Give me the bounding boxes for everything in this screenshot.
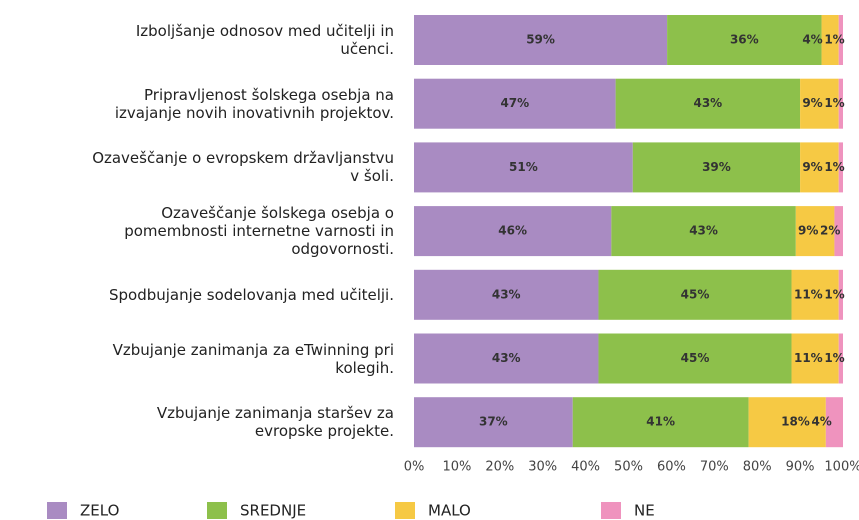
bar-segment — [791, 333, 839, 384]
data-label: 2% — [820, 224, 840, 238]
bar-segment — [598, 333, 792, 384]
bar-segment — [572, 397, 749, 448]
data-label: 1% — [824, 160, 844, 174]
bar-segment — [667, 15, 822, 65]
bar-segment — [838, 333, 843, 384]
bar-segment — [748, 397, 826, 448]
category-label: Vzbujanje zanimanja za eTwinning pri kol… — [112, 340, 394, 377]
bar-segment — [632, 142, 801, 193]
category-label: Spodbujanje sodelovanja med učitelji. — [108, 285, 394, 304]
bar-segment — [615, 78, 801, 129]
bar-segment — [825, 397, 843, 448]
legend-label: MALO — [428, 502, 471, 520]
bar-segment — [800, 142, 839, 193]
data-label: 36% — [730, 33, 759, 47]
bar-segment — [838, 142, 843, 193]
data-label: 47% — [500, 96, 529, 110]
x-tick-label: 20% — [485, 460, 514, 475]
bar-segment — [791, 269, 839, 320]
legend-swatch — [601, 502, 621, 519]
data-label: 37% — [479, 415, 508, 429]
bar-segment — [800, 78, 839, 129]
bar-segment — [834, 206, 843, 257]
category-label: Ozaveščanje o evropskem državljanstvu v … — [92, 149, 394, 186]
bar-segment — [414, 333, 599, 384]
category-label: Vzbujanje zanimanja staršev za evropske … — [156, 404, 394, 441]
data-label: 43% — [689, 224, 718, 238]
data-label: 45% — [681, 351, 710, 365]
bar-segment — [598, 269, 792, 320]
data-label: 45% — [681, 287, 710, 301]
data-label: 59% — [526, 33, 555, 47]
legend-swatch — [47, 502, 67, 519]
x-tick-label: 90% — [786, 460, 815, 475]
data-label: 11% — [794, 287, 823, 301]
bar-segment — [795, 206, 835, 257]
bar-segment — [414, 206, 612, 257]
legend-label: NE — [634, 502, 655, 520]
category-label: Pripravljenost šolskega osebja na izvaja… — [114, 85, 394, 122]
x-tick-label: 80% — [743, 460, 772, 475]
data-label: 4% — [811, 415, 831, 429]
bar-segment — [414, 269, 599, 320]
data-label: 4% — [802, 33, 822, 47]
x-tick-label: 0% — [404, 460, 425, 475]
legend-swatch — [395, 502, 415, 519]
x-tick-label: 30% — [528, 460, 557, 475]
x-tick-label: 60% — [657, 460, 686, 475]
bar-segment — [838, 269, 843, 320]
data-label: 43% — [492, 287, 521, 301]
data-label: 43% — [492, 351, 521, 365]
x-tick-label: 50% — [614, 460, 643, 475]
bar-segment — [414, 15, 668, 65]
bar-segment — [821, 15, 839, 65]
data-label: 9% — [798, 224, 818, 238]
category-label: Izboljšanje odnosov med učitelji in učen… — [135, 22, 394, 58]
data-label: 39% — [702, 160, 731, 174]
bar-segment — [838, 15, 843, 65]
data-label: 1% — [824, 287, 844, 301]
bar-segment — [838, 78, 843, 129]
data-label: 43% — [693, 96, 722, 110]
data-label: 9% — [802, 96, 822, 110]
bar-segment — [414, 397, 573, 448]
bar-segment — [414, 78, 616, 129]
data-label: 9% — [802, 160, 822, 174]
x-tick-label: 70% — [700, 460, 729, 475]
data-label: 46% — [498, 224, 527, 238]
data-label: 18% — [781, 415, 810, 429]
data-label: 1% — [824, 351, 844, 365]
bar-segment — [414, 142, 633, 193]
bar-segment — [611, 206, 796, 257]
data-label: 11% — [794, 351, 823, 365]
data-label: 41% — [646, 415, 675, 429]
data-label: 51% — [509, 160, 538, 174]
category-label: Ozaveščanje šolskega osebja o pomembnost… — [124, 204, 394, 259]
legend-label: SREDNJE — [240, 502, 306, 520]
legend-swatch — [207, 502, 227, 519]
data-label: 1% — [824, 33, 844, 47]
x-tick-label: 40% — [571, 460, 600, 475]
legend-label: ZELO — [80, 502, 119, 520]
x-tick-label: 100% — [824, 460, 859, 475]
x-tick-label: 10% — [442, 460, 471, 475]
data-label: 1% — [824, 96, 844, 110]
